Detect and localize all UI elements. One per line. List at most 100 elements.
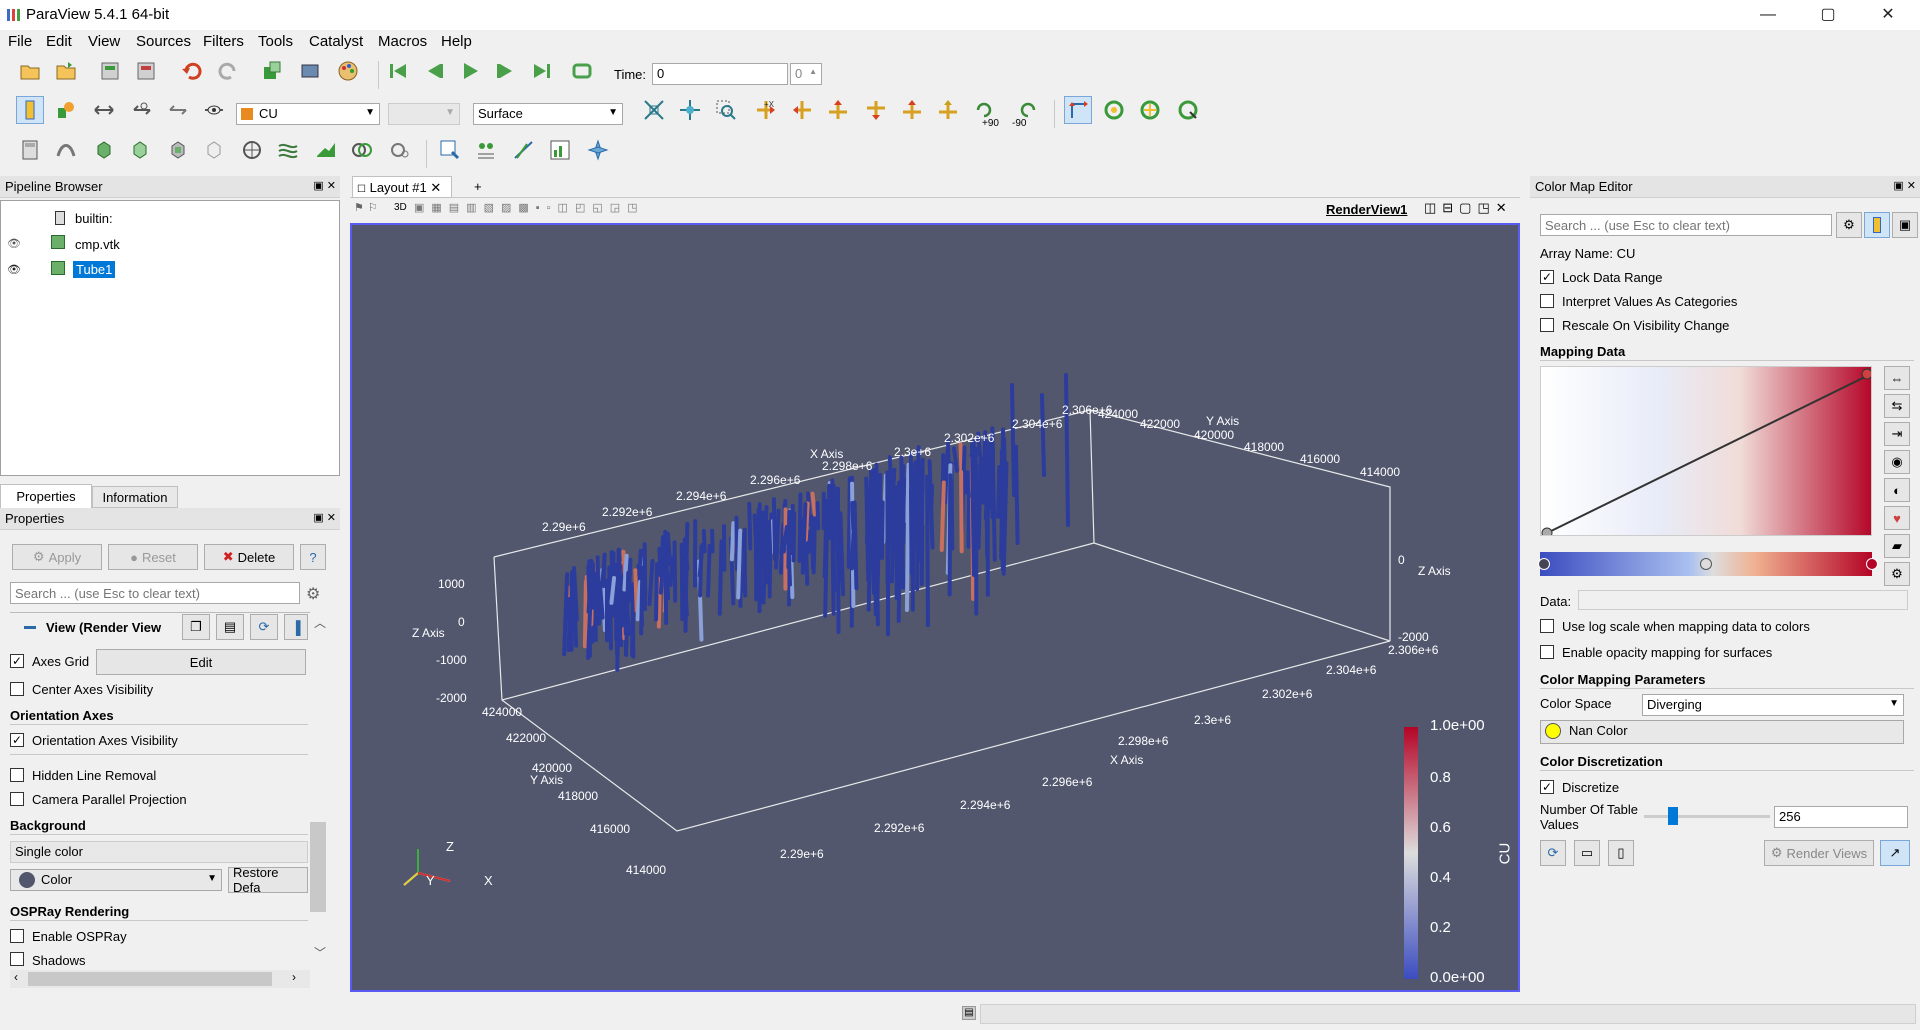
axes-grid-edit-button[interactable]: Edit [96, 649, 306, 675]
view-minus-x-icon[interactable] [788, 96, 816, 124]
save-colormap-icon[interactable]: ▣ [1892, 212, 1918, 238]
dock-buttons[interactable]: ▣ ✕ [313, 512, 336, 524]
menu-tools[interactable]: Tools [258, 33, 294, 50]
advanced-gear-icon[interactable]: ⚙ [1884, 562, 1910, 586]
warp-by-vector-icon[interactable] [312, 136, 340, 164]
center-axes-checkbox[interactable] [10, 682, 24, 696]
rescale-temporal-range-icon[interactable] [164, 96, 192, 124]
color-space-select[interactable]: Diverging ▼ [1642, 694, 1904, 716]
color-legend-toggle-icon[interactable] [1864, 212, 1890, 238]
paste-icon[interactable]: ▤ [216, 614, 244, 640]
dock-buttons[interactable]: ▣ ✕ [313, 180, 336, 192]
background-color-button[interactable]: Color ▼ [10, 869, 222, 891]
representation-select[interactable]: Surface ▼ [473, 103, 623, 125]
tab-layout-1[interactable]: ☐ Layout #1 ✕ [352, 176, 452, 198]
time-index-spinbox[interactable]: 0 ▲ [790, 63, 822, 85]
help-button[interactable]: ? [300, 544, 326, 570]
close-button[interactable]: ✕ [1881, 6, 1895, 23]
rescale-range-icon[interactable]: ⇔ [1884, 366, 1910, 390]
open-icon[interactable] [16, 57, 44, 85]
menu-macros[interactable]: Macros [378, 33, 428, 50]
cme-search-input[interactable] [1540, 214, 1832, 236]
zoom-to-box-icon[interactable] [712, 96, 740, 124]
histogram-icon[interactable] [546, 136, 574, 164]
num-values-slider-handle[interactable] [1668, 807, 1678, 825]
rescale-custom-icon[interactable]: ⇆ [1884, 394, 1910, 418]
properties-search-input[interactable] [10, 582, 300, 604]
opacity-mapping-checkbox[interactable] [1540, 645, 1554, 659]
render-views-button[interactable]: ⚙ Render Views [1764, 840, 1874, 866]
view-plus-z-icon[interactable] [898, 96, 926, 124]
reset-button[interactable]: ● Reset [108, 544, 198, 570]
rotate-center-icon[interactable] [1100, 96, 1128, 124]
view-minus-z-icon[interactable] [934, 96, 962, 124]
gear-icon[interactable]: ⚙ [306, 586, 321, 603]
memory-inspector-bar[interactable] [980, 1004, 1916, 1024]
color-node-handle[interactable] [1866, 558, 1878, 570]
render-view-3d[interactable]: X Axis 2.29e+6 2.292e+6 2.294e+6 2.296e+… [350, 223, 1520, 992]
extract-subset-icon[interactable] [200, 136, 228, 164]
play-icon[interactable] [456, 57, 484, 85]
data-value-input[interactable] [1578, 590, 1908, 610]
tab-properties[interactable]: Properties [0, 484, 92, 508]
edit-color-map-icon[interactable] [52, 96, 80, 124]
connect-icon[interactable] [258, 57, 286, 85]
num-values-input[interactable]: 256 [1774, 806, 1908, 828]
loop-icon[interactable] [568, 57, 596, 85]
nan-color-button[interactable]: Nan Color [1540, 720, 1904, 744]
add-layout-tab[interactable]: + [474, 179, 482, 194]
extract-level-icon[interactable] [386, 136, 414, 164]
interpret-categories-checkbox[interactable] [1540, 294, 1554, 308]
menu-filters[interactable]: Filters [203, 33, 244, 50]
background-mode-select[interactable]: Single color [10, 841, 308, 863]
gear-icon[interactable]: ⚙ [1836, 212, 1862, 238]
view-section-toggle[interactable]: View (Render View [10, 614, 174, 640]
menu-help[interactable]: Help [441, 33, 472, 50]
group-datasets-icon[interactable] [348, 136, 376, 164]
save-state-icon[interactable] [132, 57, 160, 85]
invert-colormap-icon[interactable]: ◐ [1884, 478, 1910, 502]
view-minus-y-icon[interactable] [862, 96, 890, 124]
selection-tool-icons[interactable]: ▣▦▤▥▧▨▩▪▫◫◰◱◲◳ [414, 202, 645, 214]
choose-preset-icon[interactable]: ♥ [1884, 506, 1910, 530]
menu-edit[interactable]: Edit [46, 33, 72, 50]
redo-icon[interactable] [214, 57, 242, 85]
slice-icon[interactable] [126, 136, 154, 164]
color-node-handle[interactable] [1538, 558, 1550, 570]
view-3d-toggle[interactable]: 3D [394, 202, 407, 213]
scroll-up-icon[interactable]: ︿ [314, 616, 327, 630]
auto-update-icon[interactable]: ↗ [1880, 840, 1910, 866]
contour-icon[interactable] [52, 136, 80, 164]
save-preset-icon[interactable]: ▰ [1884, 534, 1910, 558]
minimize-button[interactable]: — [1760, 6, 1776, 23]
rescale-visible-range-icon[interactable] [200, 96, 228, 124]
pick-center-icon[interactable] [1136, 96, 1164, 124]
rotate-minus-90-icon[interactable] [1014, 96, 1042, 124]
eye-icon[interactable]: 👁 [7, 238, 21, 250]
apply-button[interactable]: ⚙ Apply [12, 544, 102, 570]
scroll-right-icon[interactable]: › [292, 970, 296, 984]
rescale-data-range-icon[interactable] [90, 96, 118, 124]
scroll-down-icon[interactable]: ﹀ [314, 946, 327, 960]
copy-icon[interactable]: ❐ [182, 614, 210, 640]
discretize-checkbox[interactable]: ✓ [1540, 780, 1554, 794]
zoom-to-data-icon[interactable] [676, 96, 704, 124]
eye-icon[interactable]: 👁 [7, 264, 21, 276]
first-frame-icon[interactable] [384, 57, 412, 85]
num-values-slider-track[interactable] [1644, 815, 1770, 818]
disconnect-icon[interactable] [296, 57, 324, 85]
rescale-visible-icon[interactable]: ◉ [1884, 450, 1910, 474]
pipeline-item-tube1[interactable]: Tube1 [73, 261, 116, 278]
save-defaults-icon[interactable]: ▐ [284, 614, 308, 640]
previous-frame-icon[interactable] [420, 57, 448, 85]
dock-buttons[interactable]: ▣ ✕ [1893, 180, 1916, 192]
color-palette-icon[interactable] [334, 57, 362, 85]
recent-files-icon[interactable] [52, 57, 80, 85]
tab-information[interactable]: Information [92, 486, 178, 508]
threshold-icon[interactable] [164, 136, 192, 164]
reset-center-icon[interactable] [1174, 96, 1202, 124]
menu-view[interactable]: View [88, 33, 121, 50]
reset-camera-icon[interactable] [640, 96, 668, 124]
log-scale-checkbox[interactable] [1540, 619, 1554, 633]
restore-defaults-icon[interactable]: ▯ [1608, 840, 1634, 866]
